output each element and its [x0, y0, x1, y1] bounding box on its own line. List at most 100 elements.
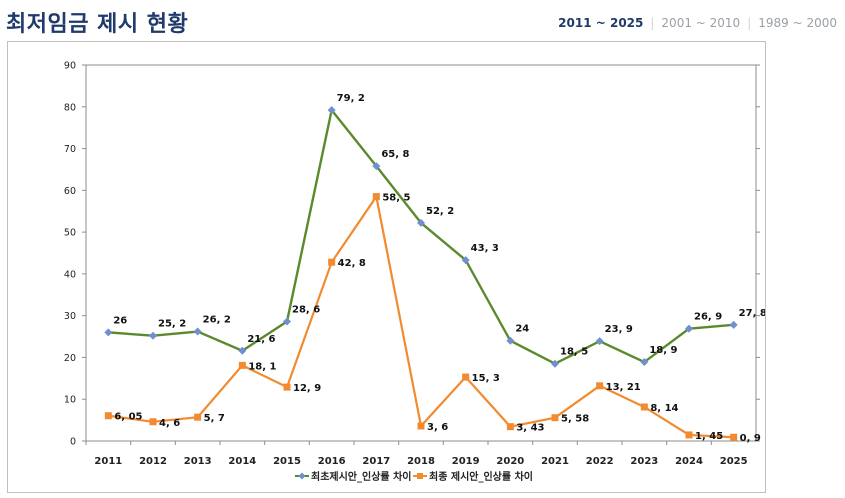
data-label-final-offer: 5, 58 [561, 414, 589, 425]
tab-separator: | [747, 16, 752, 30]
tab-1989-2000[interactable]: 1989 ~ 2000 [758, 16, 837, 30]
data-label-final-offer: 6, 05 [114, 412, 142, 423]
x-tick-label: 2013 [184, 456, 212, 467]
data-point-final-offer [685, 431, 693, 439]
y-tick-label-left: 40 [64, 269, 76, 280]
data-point-final-offer [462, 373, 470, 381]
data-point-initial-offer [417, 218, 425, 227]
x-tick-label: 2023 [630, 456, 658, 467]
legend-label-final-offer: 최종 제시안_인상률 차이 [429, 470, 533, 483]
data-label-final-offer: 5, 7 [204, 413, 225, 424]
data-label-final-offer: 3, 6 [427, 422, 448, 433]
data-point-initial-offer [506, 336, 515, 345]
data-label-final-offer: 4, 6 [159, 418, 180, 429]
x-tick-label: 2025 [720, 456, 748, 467]
series-line-initial-offer [108, 107, 734, 366]
data-label-initial-offer: 21, 6 [247, 334, 275, 345]
data-point-final-offer [506, 423, 514, 431]
data-point-final-offer [328, 258, 336, 266]
data-label-final-offer: 12, 9 [293, 383, 321, 394]
tab-separator: | [650, 16, 655, 30]
data-label-initial-offer: 18, 5 [560, 347, 588, 358]
data-point-final-offer [640, 403, 648, 411]
data-point-initial-offer [104, 328, 113, 337]
x-tick-label: 2020 [496, 456, 524, 467]
data-label-final-offer: 15, 3 [472, 373, 500, 384]
x-tick-label: 2019 [452, 456, 480, 467]
data-label-initial-offer: 26 [113, 315, 127, 326]
x-tick-label: 2024 [675, 456, 703, 467]
data-point-final-offer [149, 418, 157, 426]
chart-frame: 0010102020303040405050606070708080909020… [7, 41, 766, 493]
data-point-initial-offer [685, 324, 693, 333]
y-tick-label-left: 80 [64, 102, 76, 113]
data-label-final-offer: 3, 43 [516, 423, 544, 434]
data-label-initial-offer: 28, 6 [292, 305, 320, 316]
data-label-initial-offer: 26, 2 [203, 315, 231, 326]
data-point-initial-offer [372, 162, 381, 171]
y-tick-label-left: 70 [64, 144, 76, 155]
data-label-final-offer: 0, 9 [740, 433, 761, 444]
x-tick-label: 2022 [586, 456, 614, 467]
y-tick-label-left: 0 [70, 437, 76, 448]
x-tick-label: 2011 [94, 456, 122, 467]
x-tick-label: 2015 [273, 456, 301, 467]
legend-marker-initial-offer [298, 472, 306, 480]
period-tabs: 2011 ~ 2025 | 2001 ~ 2010 | 1989 ~ 2000 [558, 16, 837, 30]
data-point-initial-offer [595, 337, 604, 346]
data-label-initial-offer: 26, 9 [694, 312, 722, 323]
data-label-final-offer: 1, 45 [695, 431, 723, 442]
data-point-initial-offer [729, 320, 738, 329]
plot-area [85, 64, 757, 442]
y-tick-label-left: 10 [64, 395, 76, 406]
tab-2011-2025[interactable]: 2011 ~ 2025 [558, 16, 644, 30]
data-point-initial-offer [283, 317, 291, 326]
data-point-final-offer [551, 414, 559, 422]
data-point-initial-offer [193, 327, 202, 336]
data-label-initial-offer: 65, 8 [381, 149, 409, 160]
x-tick-label: 2016 [318, 456, 346, 467]
x-tick-label: 2014 [228, 456, 256, 467]
data-point-initial-offer [238, 346, 247, 355]
data-label-initial-offer: 25, 2 [158, 319, 186, 330]
data-point-final-offer [730, 433, 738, 441]
data-label-initial-offer: 24 [515, 324, 529, 335]
legend-marker-final-offer [417, 473, 423, 479]
y-tick-label-left: 20 [64, 353, 76, 364]
y-tick-label-left: 50 [64, 228, 76, 239]
data-label-initial-offer: 18, 9 [649, 345, 677, 356]
data-label-initial-offer: 52, 2 [426, 206, 454, 217]
data-point-initial-offer [551, 359, 559, 368]
data-point-initial-offer [461, 256, 470, 265]
data-point-final-offer [596, 382, 604, 390]
data-point-initial-offer [327, 106, 336, 115]
line-chart: 0010102020303040405050606070708080909020… [64, 61, 765, 484]
legend-label-initial-offer: 최초제시안_인상률 차이 [311, 470, 411, 483]
data-point-final-offer [194, 413, 202, 421]
y-tick-label-left: 30 [64, 311, 76, 322]
data-label-initial-offer: 27, 8 [739, 308, 765, 319]
data-label-initial-offer: 23, 9 [605, 324, 633, 335]
data-point-final-offer [104, 412, 112, 420]
data-label-final-offer: 58, 5 [382, 193, 410, 204]
tab-2001-2010[interactable]: 2001 ~ 2010 [661, 16, 741, 30]
data-label-initial-offer: 79, 2 [337, 93, 365, 104]
data-label-initial-offer: 43, 3 [471, 243, 499, 254]
data-point-final-offer [372, 193, 380, 201]
page-title: 최저임금 제시 현황 [6, 12, 189, 37]
x-tick-label: 2021 [541, 456, 569, 467]
data-label-final-offer: 42, 8 [338, 258, 366, 269]
data-label-final-offer: 13, 21 [606, 382, 641, 393]
data-point-final-offer [417, 422, 425, 430]
x-tick-label: 2018 [407, 456, 435, 467]
data-point-final-offer [238, 361, 246, 369]
y-tick-label-left: 60 [64, 186, 76, 197]
data-point-initial-offer [149, 331, 157, 340]
y-tick-label-left: 90 [64, 61, 76, 72]
x-tick-label: 2012 [139, 456, 167, 467]
data-point-final-offer [283, 383, 291, 391]
x-tick-label: 2017 [362, 456, 390, 467]
data-point-initial-offer [640, 358, 649, 367]
data-label-final-offer: 8, 14 [650, 403, 678, 414]
data-label-final-offer: 18, 1 [248, 361, 276, 372]
